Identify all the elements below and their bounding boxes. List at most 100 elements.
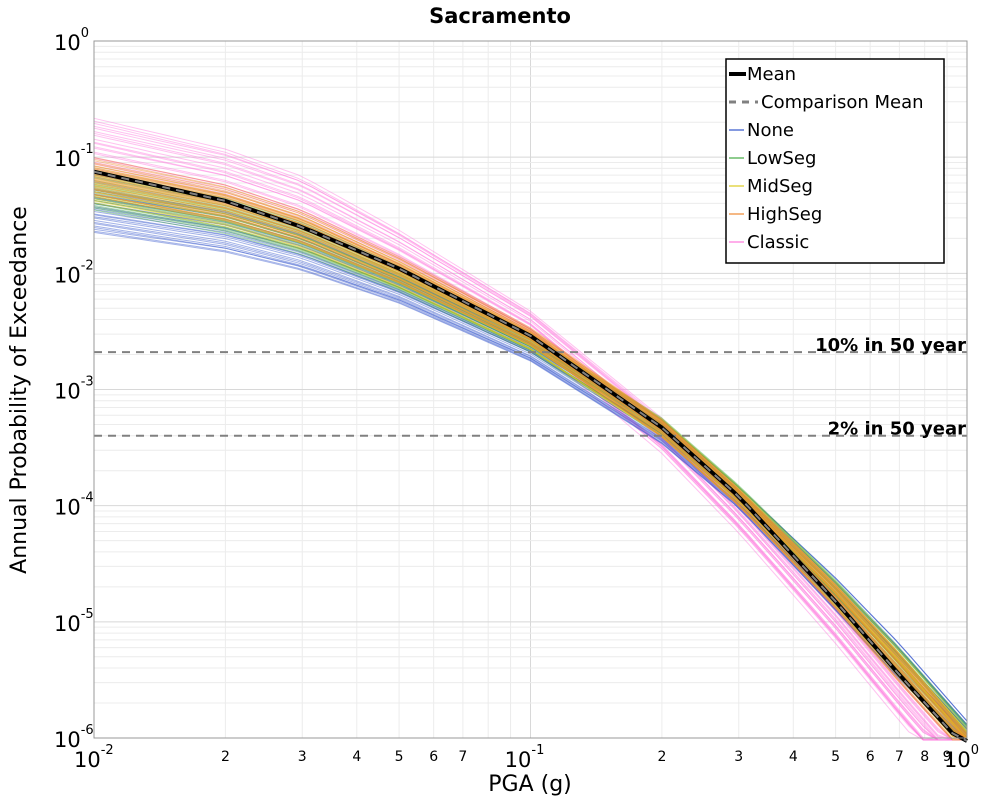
branch-curve-classic (93, 153, 967, 741)
branch-curve-highseg (93, 196, 967, 741)
branch-curve-none (93, 194, 968, 726)
x-minor-tick-label: 6 (866, 749, 875, 765)
branch-curve-classic (93, 120, 967, 741)
branch-curve-none (93, 202, 968, 730)
x-tick-exponent: -1 (531, 743, 544, 758)
branch-curve-classic (93, 178, 967, 741)
branch-curve-lowseg (93, 189, 968, 735)
x-minor-tick-label: 3 (298, 749, 307, 765)
branch-curve-classic (93, 157, 967, 741)
branch-curve-lowseg (93, 198, 968, 740)
y-decade-tick-label: 10-2 (54, 258, 94, 287)
branch-curve-highseg (93, 158, 968, 737)
y-tick-base: 10 (54, 263, 81, 287)
branch-curve-midseg (93, 182, 968, 740)
branch-curve-highseg (93, 193, 968, 741)
x-minor-tick-label: 2 (221, 749, 230, 765)
reference-line-label: 2% in 50 year (828, 419, 966, 440)
branch-curve-none (93, 211, 968, 735)
branch-curve-lowseg (93, 184, 968, 733)
branch-curve-none (93, 230, 968, 741)
branch-curve-highseg (93, 188, 968, 741)
branch-curve-none (93, 225, 968, 741)
branch-curve-midseg (93, 200, 968, 741)
branch-curve-lowseg (93, 199, 968, 741)
y-tick-exponent: -3 (81, 375, 94, 390)
y-tick-base: 10 (54, 496, 81, 520)
branch-curve-highseg (93, 194, 968, 741)
branch-curve-classic (93, 138, 967, 741)
x-decade-tick-label: 10-1 (505, 743, 545, 772)
branch-curve-lowseg (93, 182, 968, 734)
y-decade-tick-label: 10-1 (54, 142, 94, 171)
branch-curve-midseg (93, 168, 968, 732)
branch-curve-classic (93, 132, 967, 741)
y-decade-tick-label: 10-4 (54, 491, 94, 520)
y-tick-base: 10 (54, 612, 81, 636)
branch-curve-highseg (93, 168, 968, 738)
x-tick-exponent: -2 (101, 743, 114, 758)
branch-curve-midseg (93, 191, 968, 741)
branch-curve-none (93, 227, 968, 741)
reference-line-label: 10% in 50 year (815, 335, 966, 356)
branch-curve-classic (93, 146, 967, 741)
branch-curve-highseg (93, 165, 968, 737)
branch-curve-classic (93, 181, 967, 741)
branch-curve-midseg (93, 165, 968, 730)
x-minor-tick-label: 3 (734, 749, 743, 765)
legend-label: MidSeg (747, 176, 813, 197)
branch-curve-classic (93, 131, 967, 741)
legend-label: HighSeg (747, 204, 822, 225)
branch-curve-classic (93, 141, 967, 741)
branch-curve-none (93, 221, 968, 741)
legend-label: Mean (747, 64, 796, 85)
branch-curve-none (93, 231, 968, 741)
legend-label: Classic (747, 232, 809, 253)
branch-curve-none (93, 189, 968, 722)
branch-curve-none (93, 197, 968, 726)
branch-curve-highseg (93, 169, 968, 739)
reference-lines: 10% in 50 year 2% in 50 year (94, 335, 967, 440)
branch-curve-midseg (93, 198, 968, 741)
branch-curve-highseg (93, 162, 968, 735)
legend-label: LowSeg (747, 148, 816, 169)
branch-curve-lowseg (93, 188, 968, 739)
branch-curve-none (93, 203, 968, 730)
branch-curve-lowseg (93, 194, 968, 740)
x-tick-base: 10 (505, 748, 532, 772)
legend-box (725, 58, 945, 264)
branch-curve-classic (93, 151, 967, 741)
branch-curve-midseg (93, 199, 968, 741)
branch-curve-midseg (93, 183, 968, 739)
branch-curve-none (93, 207, 968, 730)
y-tick-base: 10 (54, 147, 81, 171)
branch-curve-highseg (93, 157, 968, 734)
comparison-mean-curve (93, 170, 968, 742)
branch-curve-midseg (93, 180, 968, 739)
y-tick-exponent: 0 (81, 26, 89, 41)
x-minor-tick-label: 2 (657, 749, 666, 765)
branch-curve-lowseg (93, 197, 968, 740)
legend-label: None (747, 120, 794, 141)
y-tick-base: 10 (54, 380, 81, 404)
x-tick-base: 10 (944, 748, 971, 772)
branch-curve-none (93, 191, 968, 722)
branch-curve-midseg (93, 186, 968, 740)
y-decade-tick-label: 10-6 (54, 723, 94, 752)
x-minor-tick-label: 7 (458, 749, 467, 765)
branch-group-classic (93, 117, 967, 741)
branch-curve-highseg (93, 163, 968, 739)
y-tick-exponent: -6 (81, 723, 94, 738)
branch-curve-classic (93, 147, 967, 741)
branch-curve-classic (93, 142, 967, 741)
branch-curve-highseg (93, 167, 968, 741)
x-tick-exponent: 0 (971, 743, 979, 758)
branch-curve-none (93, 206, 968, 732)
branch-curve-highseg (93, 189, 968, 741)
branch-curve-lowseg (93, 192, 968, 738)
legend: Mean Comparison Mean None LowSeg MidSeg HighS… (725, 58, 945, 264)
branch-curve-none (93, 208, 968, 735)
chart-title: Sacramento (429, 4, 571, 28)
branch-curve-highseg (93, 160, 968, 735)
